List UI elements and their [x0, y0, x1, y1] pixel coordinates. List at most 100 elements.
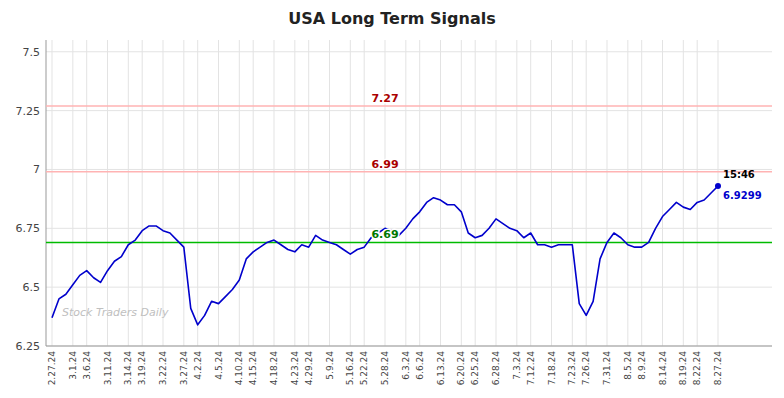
grid-line: [46, 228, 772, 229]
x-tick-label: 3.6.24: [82, 351, 92, 380]
grid-line: [683, 40, 684, 346]
grid-line: [294, 40, 295, 346]
grid-line: [197, 40, 198, 346]
grid-line: [496, 40, 497, 346]
x-tick-label: 4.23.24: [290, 351, 300, 386]
grid-line: [218, 40, 219, 346]
x-tick-label: 6.25.24: [470, 351, 480, 386]
x-tick-label: 6.20.24: [456, 351, 466, 386]
x-tick-label: 8.22.24: [692, 351, 702, 386]
x-axis: [46, 346, 772, 347]
y-tick-label: 7: [33, 163, 40, 176]
reference-label: 6.69: [371, 228, 398, 241]
plot-area: [46, 106, 772, 325]
reference-line: [46, 242, 772, 244]
grid-line: [627, 40, 628, 346]
end-point: [715, 183, 721, 189]
grid-line: [107, 40, 108, 346]
grid-line: [350, 40, 351, 346]
grid-line: [128, 40, 129, 346]
grid-line: [239, 40, 240, 346]
grid-line: [46, 110, 772, 111]
x-tick-label: 6.28.24: [491, 351, 501, 386]
x-tick-label: 5.16.24: [345, 351, 355, 386]
x-tick-label: 4.15.24: [248, 351, 258, 386]
grid-line: [46, 169, 772, 170]
series-line: [52, 186, 718, 325]
grid-line: [274, 40, 275, 346]
x-tick-label: 8.14.24: [658, 351, 668, 386]
y-tick-label: 7.5: [23, 46, 41, 59]
grid-line: [52, 40, 53, 346]
title: USA Long Term Signals: [288, 9, 496, 28]
grid-line: [586, 40, 587, 346]
x-tick-label: 5.28.24: [380, 351, 390, 386]
y-tick-label: 6.75: [16, 222, 41, 235]
watermark: Stock Traders Daily: [62, 306, 169, 319]
x-tick-label: 7.3.24: [512, 351, 522, 380]
grid-line: [46, 51, 772, 52]
x-tick-label: 5.9.24: [325, 351, 335, 380]
grid-line: [142, 40, 143, 346]
grid-line: [718, 40, 719, 346]
grid-line: [697, 40, 698, 346]
x-tick-label: 3.14.24: [123, 351, 133, 386]
grid-line: [419, 40, 420, 346]
y-tick-label: 6.5: [23, 281, 41, 294]
grid-line: [572, 40, 573, 346]
grid-line: [308, 40, 309, 346]
grid-line: [530, 40, 531, 346]
grid-line: [46, 287, 772, 288]
grid-line: [662, 40, 663, 346]
y-tick-label: 6.25: [16, 340, 41, 353]
x-tick-label: 8.5.24: [623, 351, 633, 380]
y-tick-label: 7.25: [16, 105, 41, 118]
grid: [46, 40, 772, 346]
grid-line: [405, 40, 406, 346]
x-tick-label: 2.27.24: [47, 351, 57, 386]
annotation: 15:46: [723, 169, 755, 180]
grid-line: [516, 40, 517, 346]
reference-label: 7.27: [371, 92, 398, 105]
chart: USA Long Term Signals 6.25 6.5 6.75 7 7.25 7.5…: [0, 0, 784, 398]
x-tick-label: 4.5.24: [214, 351, 224, 380]
x-tick-label: 7.23.24: [567, 351, 577, 386]
x-tick-label: 8.19.24: [678, 351, 688, 386]
x-tick-label: 7.18.24: [547, 351, 557, 386]
x-tick-label: 6.6.24: [415, 351, 425, 380]
grid-line: [364, 40, 365, 346]
x-tick-label: 3.1.24: [68, 351, 78, 380]
grid-line: [551, 40, 552, 346]
grid-line: [329, 40, 330, 346]
x-tick-label: 4.18.24: [269, 351, 279, 386]
x-tick-label: 3.27.24: [179, 351, 189, 386]
annotation: 6.9299: [723, 190, 762, 201]
x-tick-label: 3.11.24: [103, 351, 113, 386]
x-tick-label: 4.10.24: [234, 351, 244, 386]
grid-line: [72, 40, 73, 346]
x-tick-label: 6.13.24: [436, 351, 446, 386]
grid-line: [46, 346, 772, 347]
x-tick-label: 7.26.24: [581, 351, 591, 386]
x-tick-label: 8.27.24: [713, 351, 723, 386]
reference-label: 6.99: [371, 158, 398, 171]
x-tick-label: 3.22.24: [158, 351, 168, 386]
grid-line: [461, 40, 462, 346]
grid-line: [385, 40, 386, 346]
x-tick-label: 6.3.24: [401, 351, 411, 380]
grid-line: [641, 40, 642, 346]
x-tick-label: 8.9.24: [637, 351, 647, 380]
x-tick-label: 5.22.24: [359, 351, 369, 386]
grid-line: [440, 40, 441, 346]
grid-line: [183, 40, 184, 346]
grid-line: [86, 40, 87, 346]
reference-line: [46, 105, 772, 107]
grid-line: [475, 40, 476, 346]
y-axis: [46, 40, 47, 346]
x-tick-label: 4.2.24: [193, 351, 203, 380]
grid-line: [253, 40, 254, 346]
x-tick-label: 4.29.24: [304, 351, 314, 386]
reference-line: [46, 171, 772, 173]
x-tick-label: 7.12.24: [526, 351, 536, 386]
grid-line: [163, 40, 164, 346]
